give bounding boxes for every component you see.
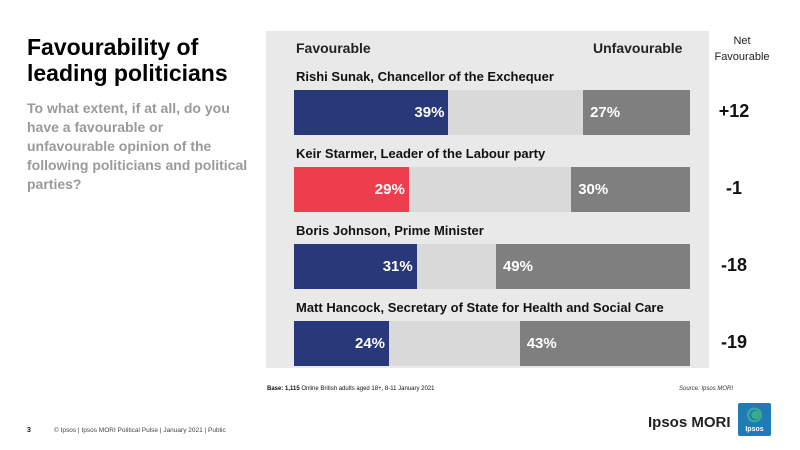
- base-text: Online British adults aged 18+, 8-11 Jan…: [301, 386, 435, 392]
- unfavourable-bar: 43%: [519, 321, 690, 366]
- favourable-header: Favourable: [296, 40, 371, 56]
- net-favourable-header: Net Favourable: [714, 35, 770, 63]
- net-favourable-value: -1: [725, 178, 742, 198]
- politician-label: Keir Starmer, Leader of the Labour party: [296, 146, 546, 161]
- unfavourable-bar: 49%: [495, 244, 690, 289]
- brand-name: Ipsos MORI: [648, 414, 731, 431]
- question-text: To what extent, if at all, do you have a…: [27, 100, 248, 192]
- politician-label: Rishi Sunak, Chancellor of the Exchequer: [296, 69, 554, 84]
- logo-text: Ipsos: [745, 426, 764, 433]
- net-favourable-value: -19: [720, 332, 747, 352]
- unfavourable-bar: 30%: [571, 167, 690, 212]
- base-count: 1,115: [285, 386, 300, 392]
- favourable-bar: 24%: [294, 321, 390, 366]
- ipsos-logo: Ipsos: [738, 403, 771, 436]
- logo-mark-icon: [747, 407, 762, 423]
- source-note: Source: Ipsos MORI: [679, 386, 733, 392]
- politician-label: Matt Hancock, Secretary of State for Hea…: [296, 300, 664, 315]
- neither-bar: [389, 321, 520, 366]
- page-number: 3: [27, 427, 31, 434]
- neither-bar: [448, 90, 584, 135]
- favourable-bar: 39%: [294, 90, 449, 135]
- favourable-bar: 29%: [294, 167, 409, 212]
- base-note: Base: 1,115 Online British adults aged 1…: [267, 386, 435, 392]
- source-label: Source:: [679, 386, 700, 392]
- unfavourable-header: Unfavourable: [593, 40, 683, 56]
- base-label: Base:: [267, 386, 284, 392]
- net-favourable-value: -18: [720, 255, 747, 275]
- slide-title: Favourability of leading politicians: [27, 34, 228, 86]
- net-favourable-value: +12: [718, 101, 750, 121]
- source-value: Ipsos MORI: [701, 386, 734, 392]
- politician-label: Boris Johnson, Prime Minister: [296, 223, 484, 238]
- unfavourable-bar: 27%: [583, 90, 690, 135]
- favourable-bar: 31%: [294, 244, 417, 289]
- neither-bar: [416, 244, 496, 289]
- footer-text: © Ipsos | Ipsos MORI Political Pulse | J…: [54, 427, 226, 434]
- neither-bar: [408, 167, 572, 212]
